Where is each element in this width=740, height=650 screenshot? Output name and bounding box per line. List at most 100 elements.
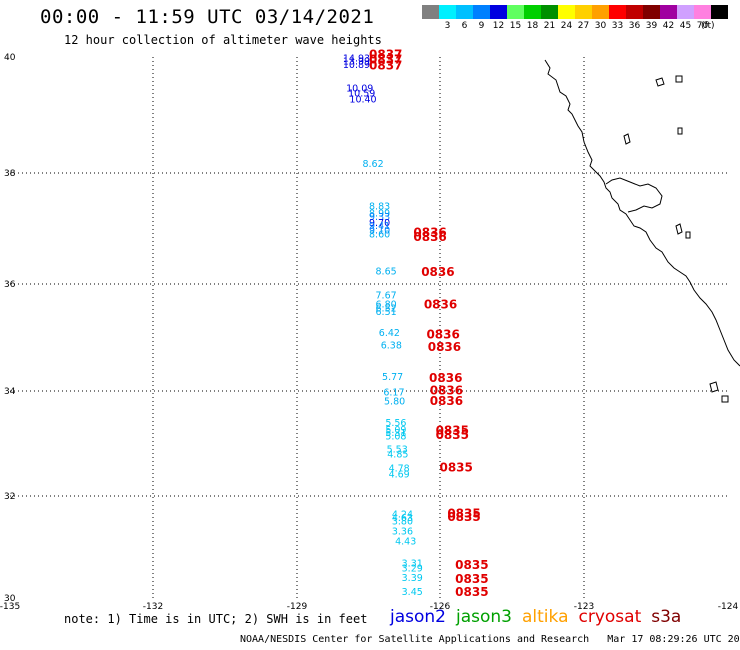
legend-swatch (541, 5, 558, 19)
legend-label: 70 (696, 21, 709, 31)
legend-swatch (507, 5, 524, 19)
pass-time-label: 0835 (455, 585, 488, 599)
island-5 (675, 223, 683, 235)
legend-swatch (524, 5, 541, 19)
legend-item: 27 (575, 5, 592, 31)
satellite-name: jason2 (390, 607, 446, 627)
island-3 (623, 133, 631, 145)
wave-height-value: 8.99 (369, 209, 390, 220)
wave-height-value: 3.39 (402, 573, 423, 584)
legend-item: 42 (660, 5, 677, 31)
legend-item: 18 (524, 5, 541, 31)
wave-height-value: 3.36 (392, 527, 413, 538)
legend-label: 15 (509, 21, 522, 31)
legend-swatch (660, 5, 677, 19)
california-coastline (544, 59, 740, 367)
island-4 (677, 127, 683, 135)
legend-swatch (711, 5, 728, 19)
legend-label: 30 (594, 21, 607, 31)
pass-time-label: 0835 (455, 572, 488, 586)
pass-time-label: 0837 (369, 48, 402, 62)
wave-height-value: 9.41 (369, 221, 390, 232)
satellite-name: jason3 (456, 607, 512, 627)
wave-height-value: 10.89 (343, 60, 370, 71)
footer-note: note: 1) Time is in UTC; 2) SWH is in fe… (64, 612, 368, 626)
legend-swatch (422, 5, 439, 19)
island-2 (675, 75, 683, 83)
pass-time-label: 0835 (436, 424, 469, 438)
lon-tick-label: -129 (287, 602, 308, 612)
legend-swatch (490, 5, 507, 19)
pass-time-label: 0836 (413, 230, 446, 244)
legend-item: 15 (507, 5, 524, 31)
legend-label: 42 (662, 21, 675, 31)
wave-height-value: 8.60 (369, 230, 390, 241)
legend-item: 24 (558, 5, 575, 31)
pass-time-label: 0836 (428, 340, 461, 354)
pass-time-label: 0835 (447, 506, 480, 520)
wave-height-value: 4.69 (389, 469, 410, 480)
legend-swatch (643, 5, 660, 19)
wave-height-value: 3.45 (402, 587, 423, 598)
legend-label: 33 (611, 21, 624, 31)
wave-height-value: 10.59 (348, 88, 375, 99)
legend-swatch (694, 5, 711, 19)
pass-time-label: 0836 (413, 226, 446, 240)
legend-label: 9 (478, 21, 485, 31)
wave-height-value: 10.40 (349, 94, 376, 105)
lat-tick-label: 32 (4, 492, 15, 502)
legend-item: 45 (677, 5, 694, 31)
pass-time-label: 0835 (455, 558, 488, 572)
wave-height-value: 8.65 (376, 266, 397, 277)
legend-label: 18 (526, 21, 539, 31)
wave-height-value: 4.43 (395, 536, 416, 547)
island-8 (721, 395, 729, 403)
lat-tick-label: 34 (4, 387, 16, 397)
wave-height-value: 4.63 (392, 513, 413, 524)
wave-height-value: 6.52 (376, 303, 397, 314)
legend-label: 3 (444, 21, 451, 31)
wave-height-value: 9.33 (369, 212, 390, 223)
pass-time-label: 0836 (430, 384, 463, 398)
legend-item: 36 (626, 5, 643, 31)
legend-swatch (439, 5, 456, 19)
island-7 (709, 381, 719, 393)
pass-time-label: 0836 (421, 265, 454, 279)
legend-swatch (609, 5, 626, 19)
legend-swatch (626, 5, 643, 19)
map-subtitle: 12 hour collection of altimeter wave hei… (64, 33, 382, 47)
wave-height-value: 8.62 (362, 159, 383, 170)
legend-item: 12 (490, 5, 507, 31)
satellite-name: altika (522, 607, 569, 627)
wave-height-value: 7.67 (376, 290, 397, 301)
footer-credit: NOAA/NESDIS Center for Satellite Applica… (240, 634, 740, 645)
pass-time-label: 0835 (439, 460, 472, 474)
lat-tick-label: 40 (4, 53, 16, 63)
wave-height-value: 10.09 (346, 84, 373, 95)
wave-height-value: 9.10 (369, 225, 390, 236)
legend-swatch (592, 5, 609, 19)
lat-tick-label: 30 (4, 594, 16, 604)
wave-height-value: 6.80 (376, 299, 397, 310)
legend-item: 30 (592, 5, 609, 31)
legend-swatch (473, 5, 490, 19)
wave-height-value: 3.80 (392, 516, 413, 527)
lat-lon-grid: -135 -132 -129 -126 -123 -124 40 38 36 34 32 30 (0, 53, 738, 612)
lon-tick-label: -135 (0, 602, 20, 612)
wave-height-value: 6.42 (379, 328, 400, 339)
pass-time-labels: 0837083708370836083608360836083608360836… (369, 48, 489, 599)
wave-height-value: 4.78 (389, 463, 410, 474)
legend-label: 45 (679, 21, 692, 31)
pass-time-label: 0837 (369, 58, 402, 72)
wave-height-value: 6.38 (381, 341, 402, 352)
wave-height-value: 4.24 (392, 509, 413, 520)
satellite-name: cryosat (578, 607, 642, 627)
wave-height-value: 4.85 (387, 449, 408, 460)
pass-time-label: 0836 (429, 371, 462, 385)
lon-tick-label: -126 (430, 602, 451, 612)
legend-item (422, 5, 439, 31)
wave-height-value: 5.31 (385, 428, 406, 439)
legend-swatch (456, 5, 473, 19)
legend-swatch (575, 5, 592, 19)
pass-time-label: 0835 (436, 428, 469, 442)
